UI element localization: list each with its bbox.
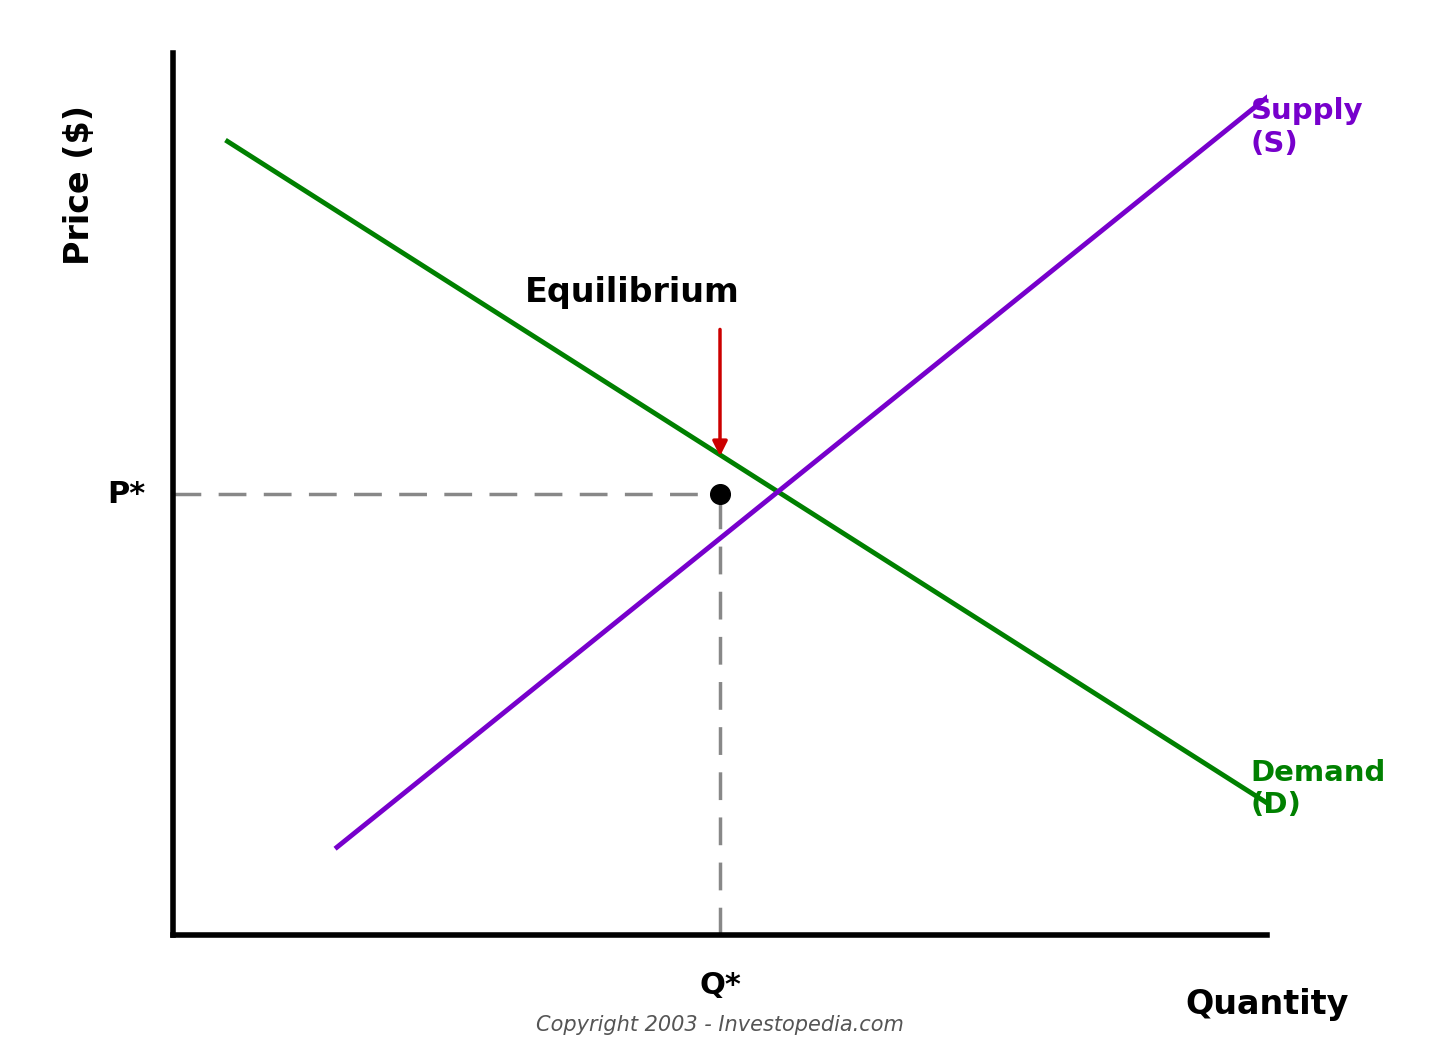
Text: Q*: Q*	[698, 971, 742, 999]
Text: Supply
(S): Supply (S)	[1251, 98, 1364, 157]
Text: P*: P*	[107, 479, 145, 509]
Text: Copyright 2003 - Investopedia.com: Copyright 2003 - Investopedia.com	[536, 1015, 904, 1035]
Text: Demand
(D): Demand (D)	[1251, 759, 1387, 820]
X-axis label: Quantity: Quantity	[1185, 989, 1349, 1022]
Text: Equilibrium: Equilibrium	[526, 276, 740, 309]
Point	[708, 486, 732, 503]
Y-axis label: Price ($): Price ($)	[63, 105, 96, 266]
